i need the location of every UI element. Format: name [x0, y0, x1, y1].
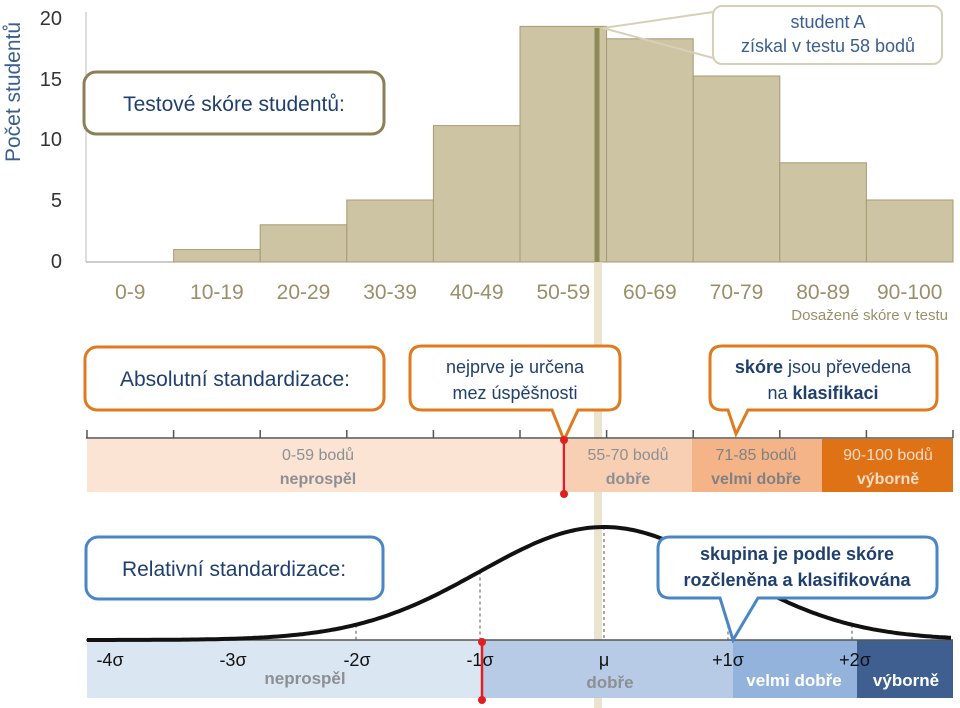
x-tick-label: 90-100 — [877, 281, 942, 304]
histogram-bar — [259, 224, 348, 263]
sigma-label: -2σ — [343, 650, 370, 670]
histogram-bar — [779, 162, 867, 263]
sigma-label: -1σ — [466, 650, 493, 670]
absolute-callout-1 — [408, 344, 622, 444]
x-axis-label: Dosažené skóre v testu — [791, 307, 948, 324]
student-a-annotation: student A získal v testu 58 bodů — [602, 5, 943, 65]
histogram-bar — [606, 38, 694, 263]
band-neprospel — [87, 439, 563, 492]
rel-band-vyborne — [857, 640, 953, 698]
absolute-pass-threshold-dot — [560, 436, 568, 444]
relative-callout-line-2: rozčleněna a klasifikována — [683, 570, 911, 590]
sigma-label: μ — [599, 650, 609, 670]
y-tick-label: 20 — [40, 8, 62, 30]
sigma-label: -3σ — [219, 650, 246, 670]
x-tick-label: 10-19 — [190, 281, 244, 304]
annotation-line-2: získal v testu 58 bodů — [741, 36, 915, 56]
x-tick-label: 20-29 — [277, 281, 331, 304]
rel-grade-label: neprospěl — [264, 669, 345, 688]
x-tick-label: 40-49 — [450, 281, 504, 304]
absolute-callout-1-line-1: nejprve je určena — [446, 357, 585, 377]
band-grade-label: neprospěl — [280, 471, 356, 488]
rel-band-velmi-dobre — [733, 640, 857, 698]
relative-title: Relativní standardizace: — [122, 558, 346, 581]
absolute-title-box — [83, 345, 386, 412]
band-vyborne — [822, 439, 953, 492]
band-range-label: 55-70 bodů — [588, 446, 669, 464]
y-tick-labels: 20 15 10 5 0 — [40, 8, 62, 273]
absolute-callout-1-line-2: mez úspěšnosti — [452, 383, 577, 403]
rel-grade-label: výborně — [873, 671, 939, 690]
y-tick-label: 15 — [40, 69, 62, 91]
histogram-title: Testové skóre studentů: — [123, 93, 345, 116]
x-tick-label: 60-69 — [623, 281, 677, 304]
band-dobre — [566, 439, 692, 492]
absolute-title: Absolutní standardizace: — [120, 368, 350, 391]
relative-callout-line-1: skupina je podle skóre — [700, 544, 894, 564]
relative-pass-threshold-dot — [478, 696, 486, 704]
absolute-standardization: Absolutní standardizace: nejprve je urče… — [83, 344, 954, 498]
rel-band-neprospel — [87, 640, 482, 698]
relative-callout — [656, 535, 939, 644]
sigma-labels: -4σ -3σ -2σ -1σ μ +1σ +2σ — [96, 650, 870, 670]
histogram-bar — [346, 199, 434, 263]
rel-grade-label: dobře — [586, 673, 633, 692]
band-range-label: 90-100 bodů — [843, 446, 933, 464]
absolute-callout-2 — [708, 344, 939, 438]
normal-distribution-curve — [87, 525, 952, 642]
relative-pass-threshold-dot — [478, 638, 486, 646]
histogram-bar — [865, 199, 954, 263]
x-tick-labels: 0-9 10-19 20-29 30-39 40-49 50-59 60-69 70-79 80… — [115, 281, 942, 304]
histogram-title-box: Testové skóre studentů: — [82, 70, 386, 136]
x-tick-label: 50-59 — [536, 281, 590, 304]
y-tick-label: 0 — [51, 251, 62, 273]
histogram-bar — [432, 125, 521, 263]
absolute-callout-2-line-2: na klasifikaci — [767, 383, 878, 403]
y-axis-label: Počet studentů — [2, 22, 25, 162]
rel-band-dobre — [482, 640, 733, 698]
histogram-bar — [692, 75, 781, 263]
absolute-pass-threshold-dot — [560, 490, 568, 498]
rel-grade-label: velmi dobře — [746, 671, 841, 690]
x-tick-label: 30-39 — [363, 281, 417, 304]
annotation-line-1: student A — [790, 12, 865, 32]
band-range-label: 71-85 bodů — [716, 446, 797, 464]
y-tick-label: 10 — [40, 129, 62, 151]
histogram-bar — [519, 25, 608, 263]
y-tick-label: 5 — [51, 190, 62, 212]
histogram-bar — [173, 249, 261, 263]
relative-standardization: -4σ -3σ -2σ -1σ μ +1σ +2σ neprospěl dobř… — [84, 525, 953, 704]
histogram-bars — [173, 25, 954, 263]
band-velmi-dobre — [692, 439, 822, 492]
band-range-label: 0-59 bodů — [282, 446, 354, 464]
x-tick-label: 0-9 — [115, 281, 145, 304]
x-tick-label: 80-89 — [796, 281, 850, 304]
absolute-callout-2-line-1: skóre jsou převedena — [735, 357, 912, 377]
histogram: Počet studentů 20 15 10 5 0 0-9 10-19 20-2… — [2, 8, 954, 324]
band-grade-label: velmi dobře — [711, 471, 801, 488]
x-tick-label: 70-79 — [710, 281, 764, 304]
band-grade-label: výborně — [857, 471, 919, 488]
sigma-label: +2σ — [839, 650, 871, 670]
sigma-label: +1σ — [712, 650, 744, 670]
relative-title-box — [84, 535, 385, 601]
absolute-scale-ticks — [86, 430, 954, 438]
sigma-label: -4σ — [96, 650, 123, 670]
band-grade-label: dobře — [606, 471, 651, 488]
